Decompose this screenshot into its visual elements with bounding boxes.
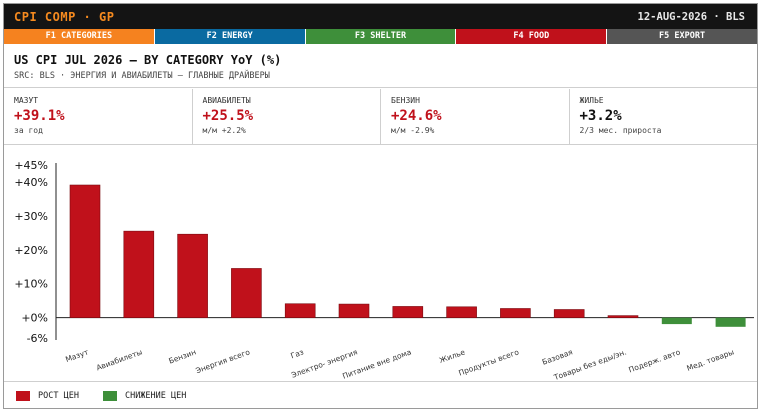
kpi-gasoline: БЕНЗИН +24.6% м/м -2.9% <box>381 89 570 144</box>
panel-header: US CPI JUL 2026 — BY CATEGORY YoY (%) SR… <box>4 44 757 88</box>
x-tick-label: Бензин <box>167 347 197 365</box>
kpi-strip: МАЗУТ +39.1% за год АВИАБИЛЕТЫ +25.5% м/… <box>4 89 757 145</box>
bar <box>446 306 477 318</box>
legend-item-up: РОСТ ЦЕН <box>16 390 79 401</box>
tab-energy[interactable]: F2 ENERGY <box>154 29 306 44</box>
tab-shelter[interactable]: F3 SHELTER <box>305 29 457 44</box>
kpi-sub: 2/3 мес. прироста <box>579 126 662 135</box>
x-tick-label: Газ <box>289 347 304 360</box>
kpi-fuel-oil: МАЗУТ +39.1% за год <box>4 89 193 144</box>
kpi-value: +25.5% <box>202 108 254 124</box>
x-tick-label: Авиабилеты <box>95 347 143 372</box>
kpi-sub: м/м +2.2% <box>202 126 246 135</box>
y-tick-label: +40% <box>14 176 48 189</box>
tab-food[interactable]: F4 FOOD <box>456 29 608 44</box>
bar <box>392 306 424 318</box>
x-tick-label: Мед. товары <box>686 347 736 372</box>
chart-canvas: +45% +40% +30% +20% +10% +0% -6% Мазут Авиабиле… <box>14 159 754 382</box>
y-tick-label: +30% <box>14 210 48 223</box>
bar <box>284 303 316 318</box>
top-bar: CPI COMP · GP 12-AUG-2026 · BLS <box>4 4 757 29</box>
bar <box>123 230 155 318</box>
kpi-sub: м/м -2.9% <box>391 126 435 135</box>
chart-legend: РОСТ ЦЕН СНИЖЕНИЕ ЦЕН <box>4 383 757 408</box>
legend-item-down: СНИЖЕНИЕ ЦЕН <box>102 390 187 401</box>
bar <box>69 184 101 318</box>
kpi-shelter: ЖИЛЬЕ +3.2% 2/3 мес. прироста <box>570 89 758 144</box>
kpi-value: +24.6% <box>391 108 442 124</box>
kpi-airfare: АВИАБИЛЕТЫ +25.5% м/м +2.2% <box>193 89 381 144</box>
x-tick-label: Жилье <box>438 347 467 365</box>
y-tick-label: -6% <box>27 332 48 345</box>
tab-categories[interactable]: F1 CATEGORIES <box>4 29 155 44</box>
tab-export[interactable]: F5 EXPORT <box>607 29 757 44</box>
kpi-sub: за год <box>14 126 43 135</box>
panel-title: US CPI JUL 2026 — BY CATEGORY YoY (%) <box>14 53 282 67</box>
bar <box>338 303 370 318</box>
x-tick-label: Энергия всего <box>195 347 252 375</box>
bar <box>500 308 531 318</box>
bar <box>715 317 746 327</box>
bar <box>177 233 208 318</box>
legend-label-down: СНИЖЕНИЕ ЦЕН <box>124 390 187 401</box>
y-tick-label: +45% <box>14 159 48 172</box>
kpi-value: +39.1% <box>14 108 65 124</box>
y-tick-label: +10% <box>14 278 48 291</box>
bar-chart: +45% +40% +30% +20% +10% +0% -6% Мазут Авиабиле… <box>4 146 757 382</box>
x-tick-label: Продукты всего <box>457 347 520 377</box>
function-tabs: F1 CATEGORIES F2 ENERGY F3 SHELTER F4 FO… <box>4 29 757 44</box>
x-tick-label: Подерж. авто <box>627 347 681 374</box>
app-title: CPI COMP · GP <box>14 9 115 24</box>
y-tick-label: +0% <box>21 312 48 325</box>
panel-subtitle: SRC: BLS · ЭНЕРГИЯ И АВИАБИЛЕТЫ — ГЛАВНЫ… <box>14 71 270 81</box>
bar <box>231 268 262 318</box>
bar <box>607 315 639 318</box>
legend-label-up: РОСТ ЦЕН <box>38 390 79 401</box>
legend-swatch-up <box>16 390 30 401</box>
x-tick-label: Мазут <box>64 347 90 364</box>
kpi-label: БЕНЗИН <box>391 96 420 105</box>
bar <box>661 317 692 325</box>
kpi-label: МАЗУТ <box>14 96 39 105</box>
y-tick-label: +20% <box>14 244 48 257</box>
kpi-label: АВИАБИЛЕТЫ <box>202 96 251 105</box>
bar <box>553 309 585 318</box>
terminal-frame: CPI COMP · GP 12-AUG-2026 · BLS F1 CATEG… <box>3 3 758 409</box>
date-source: 12-AUG-2026 · BLS <box>637 10 745 23</box>
kpi-value: +3.2% <box>579 108 622 124</box>
kpi-label: ЖИЛЬЕ <box>579 96 604 105</box>
x-tick-label: Базовая <box>541 347 574 366</box>
legend-swatch-down <box>102 390 117 401</box>
